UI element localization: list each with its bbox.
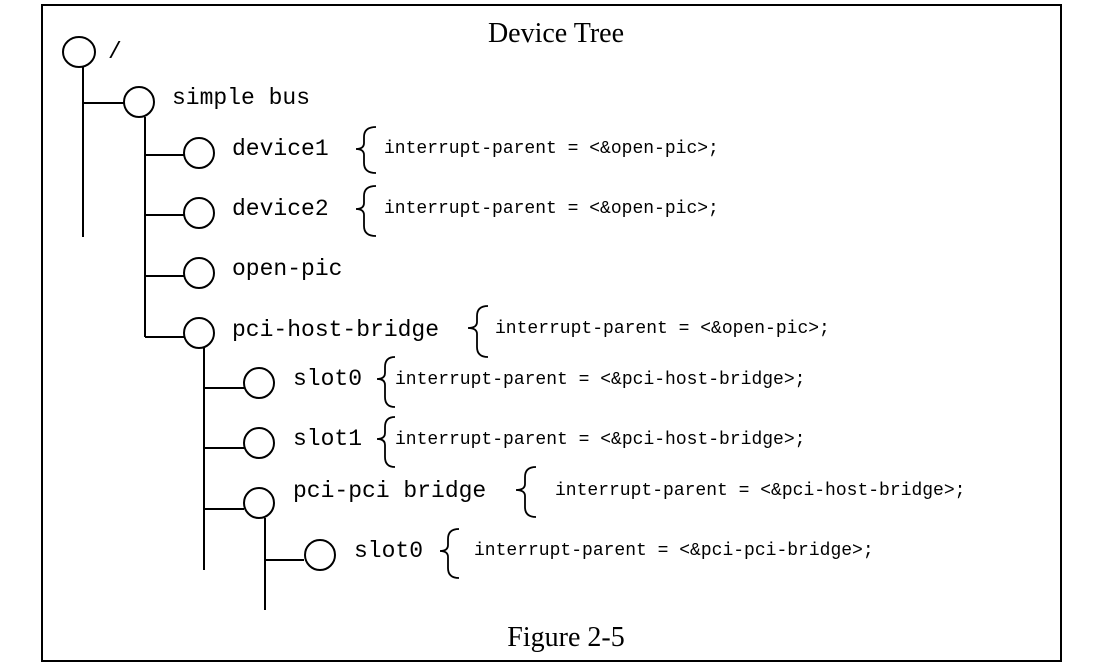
node-slot0-b-circle [304, 539, 336, 571]
node-root-label: / [108, 39, 122, 65]
brace-device2 [355, 185, 377, 237]
brace-slot0-a [376, 356, 396, 408]
diagram-title: Device Tree [488, 18, 624, 49]
property-slot0-a: interrupt-parent = <&pci-host-bridge>; [395, 370, 805, 390]
node-device2-circle [183, 197, 215, 229]
brace-slot1 [376, 416, 396, 468]
node-pci-host-bridge-circle [183, 317, 215, 349]
node-root-circle [62, 36, 96, 68]
figure-caption: Figure 2-5 [507, 622, 624, 653]
brace-device1 [355, 126, 377, 174]
brace-slot0-b [439, 528, 460, 579]
node-pci-pci-bridge-label: pci-pci bridge [293, 478, 486, 504]
node-pci-pci-bridge-circle [243, 487, 275, 519]
node-slot1-label: slot1 [293, 426, 362, 452]
property-device2: interrupt-parent = <&open-pic>; [384, 199, 719, 219]
node-simple-bus-circle [123, 86, 155, 118]
property-pci-pci-bridge: interrupt-parent = <&pci-host-bridge>; [555, 481, 965, 501]
node-slot0-a-label: slot0 [293, 366, 362, 392]
node-slot0-a-circle [243, 367, 275, 399]
node-slot1-circle [243, 427, 275, 459]
node-device1-circle [183, 137, 215, 169]
property-device1: interrupt-parent = <&open-pic>; [384, 139, 719, 159]
node-pci-host-bridge-label: pci-host-bridge [232, 317, 439, 343]
node-slot0-b-label: slot0 [354, 538, 423, 564]
node-open-pic-circle [183, 257, 215, 289]
figure-frame [41, 4, 1062, 662]
brace-pci-pci-bridge [515, 466, 537, 518]
node-simple-bus-label: simple bus [172, 85, 310, 111]
property-slot0-b: interrupt-parent = <&pci-pci-bridge>; [474, 541, 874, 561]
property-slot1: interrupt-parent = <&pci-host-bridge>; [395, 430, 805, 450]
brace-pci-host-bridge [467, 305, 489, 358]
node-device2-label: device2 [232, 196, 329, 222]
node-device1-label: device1 [232, 136, 329, 162]
node-open-pic-label: open-pic [232, 256, 342, 282]
property-pci-host-bridge: interrupt-parent = <&open-pic>; [495, 319, 830, 339]
